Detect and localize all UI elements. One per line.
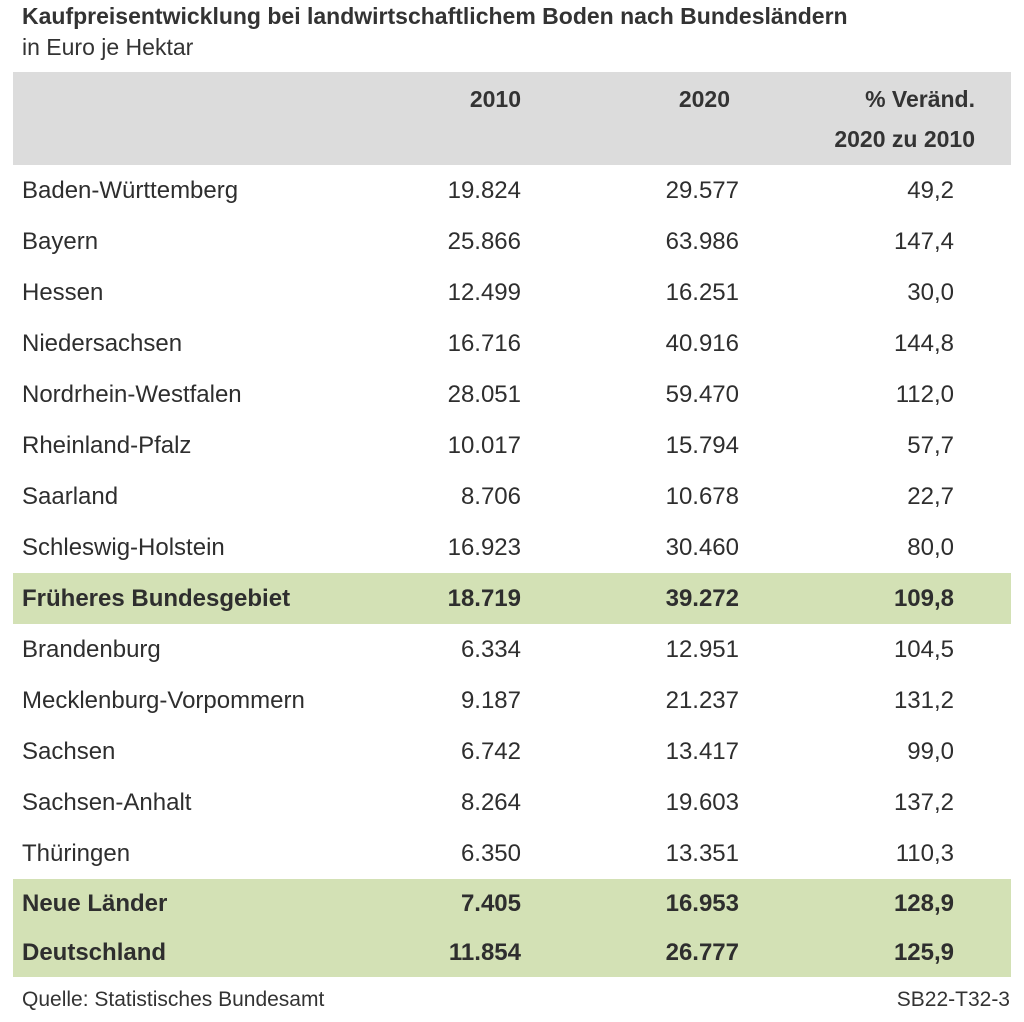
row-name: Sachsen-Anhalt: [22, 788, 192, 816]
table-row: Niedersachsen 16.716 40.916 144,8: [13, 318, 1011, 369]
table-row: Sachsen 6.742 13.417 99,0: [13, 726, 1011, 777]
source-note: Quelle: Statistisches Bundesamt: [22, 988, 325, 1011]
table-row: Mecklenburg-Vorpommern 9.187 21.237 131,2: [13, 675, 1011, 726]
row-change: 125,9: [893, 938, 954, 966]
header-2020: 2020: [678, 86, 730, 112]
row-value-2020: 19.603: [665, 788, 739, 816]
west-rows: Baden-Württemberg 19.824 29.577 49,2 Bayern 2…: [13, 165, 1011, 573]
row-value-2010: 6.742: [460, 737, 521, 765]
row-value-2010: 16.716: [447, 329, 521, 357]
row-value-2020: 16.953: [665, 889, 739, 917]
row-value-2010: 6.334: [460, 635, 521, 663]
row-value-2020: 21.237: [665, 686, 739, 714]
row-value-2020: 13.351: [665, 839, 739, 867]
row-change: 57,7: [907, 431, 954, 459]
row-change: 144,8: [893, 329, 954, 357]
row-name: Thüringen: [22, 839, 131, 867]
row-change: 128,9: [893, 889, 954, 917]
row-value-2010: 11.854: [448, 938, 521, 966]
table-header: 2010 2020 % Veränd. 2020 zu 2010: [13, 72, 1011, 165]
row-value-2020: 10.678: [665, 482, 739, 510]
table-row: Bayern 25.866 63.986 147,4: [13, 216, 1011, 267]
table-row: Nordrhein-Westfalen 28.051 59.470 112,0: [13, 369, 1011, 420]
row-value-2010: 12.499: [447, 278, 521, 306]
table-row: Brandenburg 6.334 12.951 104,5: [13, 624, 1011, 675]
row-change: 99,0: [907, 737, 954, 765]
row-value-2020: 30.460: [665, 533, 739, 561]
row-value-2010: 25.866: [447, 227, 521, 255]
row-value-2020: 40.916: [665, 329, 739, 357]
row-name: Sachsen: [22, 737, 116, 765]
row-change: 22,7: [907, 482, 954, 510]
row-value-2020: 13.417: [665, 737, 739, 765]
table-subtitle: in Euro je Hektar: [22, 34, 194, 60]
row-name: Schleswig-Holstein: [22, 533, 225, 561]
row-name: Nordrhein-Westfalen: [22, 380, 242, 408]
row-name: Mecklenburg-Vorpommern: [22, 686, 305, 714]
row-change: 80,0: [907, 533, 954, 561]
row-name: Hessen: [22, 278, 104, 306]
row-name: Saarland: [22, 482, 119, 510]
row-change: 109,8: [893, 584, 954, 612]
row-value-2020: 15.794: [665, 431, 739, 459]
table-row: Sachsen-Anhalt 8.264 19.603 137,2: [13, 777, 1011, 828]
row-change: 104,5: [893, 635, 954, 663]
row-value-2010: 8.706: [460, 482, 521, 510]
row-value-2020: 29.577: [665, 176, 739, 204]
row-name: Brandenburg: [22, 635, 161, 663]
table-row: Saarland 8.706 10.678 22,7: [13, 471, 1011, 522]
table-title: Kaufpreisentwicklung bei landwirtschaftl…: [22, 3, 848, 29]
row-change: 131,2: [893, 686, 954, 714]
row-name: Bayern: [22, 227, 99, 255]
table-row: Hessen 12.499 16.251 30,0: [13, 267, 1011, 318]
row-value-2010: 18.719: [447, 584, 521, 612]
row-change: 49,2: [907, 176, 954, 204]
row-change: 30,0: [907, 278, 954, 306]
total-row-west: Früheres Bundesgebiet 18.719 39.272 109,…: [13, 573, 1011, 624]
row-value-2020: 12.951: [665, 635, 739, 663]
row-name: Deutschland: [22, 938, 167, 966]
header-change-line1: % Veränd.: [865, 86, 975, 112]
row-value-2010: 16.923: [447, 533, 521, 561]
row-value-2010: 9.187: [460, 686, 521, 714]
row-change: 110,3: [895, 839, 954, 867]
row-change: 147,4: [893, 227, 954, 255]
row-change: 112,0: [895, 380, 954, 408]
table-row: Rheinland-Pfalz 10.017 15.794 57,7: [13, 420, 1011, 471]
row-name: Baden-Württemberg: [22, 176, 239, 204]
header-change: % Veränd. 2020 zu 2010: [834, 79, 975, 159]
row-value-2020: 16.251: [665, 278, 739, 306]
row-name: Niedersachsen: [22, 329, 183, 357]
table-row: Thüringen 6.350 13.351 110,3: [13, 828, 1011, 879]
row-value-2020: 26.777: [665, 938, 739, 966]
row-value-2010: 7.405: [460, 889, 521, 917]
row-value-2010: 8.264: [460, 788, 521, 816]
row-value-2010: 19.824: [447, 176, 521, 204]
price-table: 2010 2020 % Veränd. 2020 zu 2010 Baden-W…: [13, 72, 1011, 977]
row-name: Neue Länder: [22, 889, 168, 917]
total-row-east: Neue Länder 7.405 16.953 128,9: [13, 879, 1011, 928]
row-name: Früheres Bundesgebiet: [22, 584, 291, 612]
table-row: Baden-Württemberg 19.824 29.577 49,2: [13, 165, 1011, 216]
header-2010: 2010: [469, 86, 521, 112]
row-value-2010: 6.350: [460, 839, 521, 867]
row-name: Rheinland-Pfalz: [22, 431, 192, 459]
row-value-2010: 10.017: [447, 431, 521, 459]
table-row: Schleswig-Holstein 16.923 30.460 80,0: [13, 522, 1011, 573]
total-row-germany: Deutschland 11.854 26.777 125,9: [13, 928, 1011, 977]
row-value-2020: 39.272: [665, 584, 739, 612]
row-value-2010: 28.051: [447, 380, 521, 408]
row-value-2020: 59.470: [665, 380, 739, 408]
row-change: 137,2: [893, 788, 954, 816]
east-rows: Brandenburg 6.334 12.951 104,5 Mecklenburg-V…: [13, 624, 1011, 879]
table-code: SB22-T32-3: [896, 988, 1010, 1011]
row-value-2020: 63.986: [665, 227, 739, 255]
header-change-line2: 2020 zu 2010: [834, 126, 975, 152]
